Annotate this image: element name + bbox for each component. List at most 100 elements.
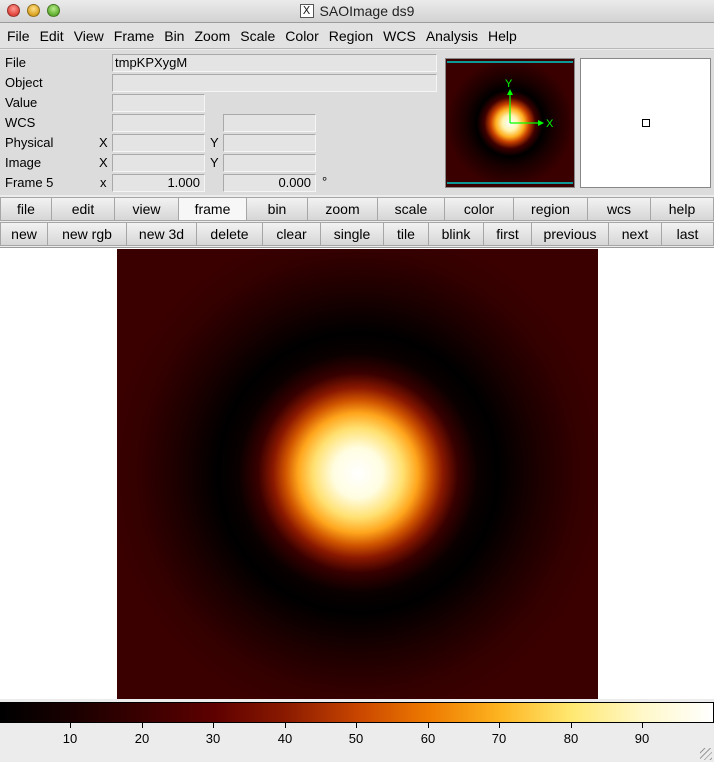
colorbar-tick <box>285 723 286 728</box>
panner-y-label: Y <box>505 78 513 90</box>
menu-help[interactable]: Help <box>487 27 517 44</box>
menu-zoom[interactable]: Zoom <box>194 27 231 44</box>
colorbar-tick <box>213 723 214 728</box>
zoom-field: 1.000 <box>112 174 205 192</box>
btn-region[interactable]: region <box>514 197 588 221</box>
colorbar-tick <box>428 723 429 728</box>
physical-y-field <box>223 134 316 152</box>
menu-scale[interactable]: Scale <box>240 27 276 44</box>
wcs-y-field <box>223 114 316 132</box>
x11-icon: X <box>299 4 314 18</box>
image-label: Image <box>5 155 42 170</box>
physical-x-field <box>112 134 205 152</box>
menu-region[interactable]: Region <box>328 27 374 44</box>
menu-file[interactable]: File <box>7 27 30 44</box>
file-label: File <box>5 55 26 70</box>
physical-x-label: X <box>99 135 108 150</box>
menu-frame[interactable]: Frame <box>113 27 155 44</box>
btn-file[interactable]: file <box>0 197 52 221</box>
file-field: tmpKPXygM <box>112 54 437 72</box>
menu-wcs[interactable]: WCS <box>383 27 416 44</box>
degree-symbol: ° <box>322 174 328 189</box>
btn-scale[interactable]: scale <box>378 197 445 221</box>
btn-last[interactable]: last <box>662 222 714 246</box>
object-field <box>112 74 437 92</box>
colorbar-tick-label: 70 <box>491 731 507 746</box>
btn-new[interactable]: new <box>0 222 48 246</box>
image-y-field <box>223 154 316 172</box>
colorbar-scale: 10 20 30 40 50 60 70 80 90 <box>0 723 714 762</box>
colorbar-tick <box>142 723 143 728</box>
btn-clear[interactable]: clear <box>263 222 321 246</box>
frame-button-bar: new new rgb new 3d delete clear single t… <box>0 222 714 246</box>
colorbar-tick-label: 30 <box>205 731 221 746</box>
magnifier-view <box>580 58 711 188</box>
main-image[interactable] <box>117 249 598 699</box>
frame-label: Frame 5 <box>5 175 54 190</box>
minimize-window-button[interactable] <box>27 4 40 17</box>
colorbar-tick-label: 50 <box>348 731 364 746</box>
panner-x-arrow-icon <box>538 120 544 126</box>
zoom-x-label: x <box>100 175 107 190</box>
btn-single[interactable]: single <box>321 222 384 246</box>
zoom-window-button[interactable] <box>47 4 60 17</box>
btn-delete[interactable]: delete <box>197 222 263 246</box>
image-canvas[interactable] <box>0 247 714 699</box>
window-title-group: X SAOImage ds9 <box>299 3 415 19</box>
btn-view[interactable]: view <box>115 197 179 221</box>
btn-frame[interactable]: frame <box>179 197 247 221</box>
colorbar-tick <box>356 723 357 728</box>
colorbar-tick <box>642 723 643 728</box>
btn-new-3d[interactable]: new 3d <box>127 222 197 246</box>
btn-bin[interactable]: bin <box>247 197 308 221</box>
menu-analysis[interactable]: Analysis <box>425 27 478 44</box>
window-controls <box>7 4 60 17</box>
menu-color[interactable]: Color <box>285 27 319 44</box>
resize-grip-icon[interactable] <box>700 748 712 760</box>
main-button-bar: file edit view frame bin zoom scale colo… <box>0 197 714 221</box>
colorbar[interactable] <box>0 702 714 723</box>
info-panel: File tmpKPXygM Object Value WCS Physical… <box>0 50 714 195</box>
physical-label: Physical <box>5 135 54 150</box>
panner-x-label: X <box>546 118 554 130</box>
wcs-label: WCS <box>5 115 36 130</box>
colorbar-tick-label: 80 <box>563 731 579 746</box>
btn-previous[interactable]: previous <box>532 222 609 246</box>
object-label: Object <box>5 75 43 90</box>
menu-view[interactable]: View <box>73 27 104 44</box>
wcs-x-field <box>112 114 205 132</box>
btn-wcs[interactable]: wcs <box>588 197 651 221</box>
image-y-label: Y <box>210 155 219 170</box>
btn-next[interactable]: next <box>609 222 662 246</box>
panner-view[interactable]: X Y <box>445 58 575 188</box>
colorbar-tick-label: 90 <box>634 731 650 746</box>
btn-help[interactable]: help <box>651 197 714 221</box>
magnifier-cursor <box>642 119 650 127</box>
btn-tile[interactable]: tile <box>384 222 429 246</box>
image-x-field <box>112 154 205 172</box>
colorbar-tick-label: 40 <box>277 731 293 746</box>
btn-color[interactable]: color <box>445 197 514 221</box>
colorbar-tick-label: 20 <box>134 731 150 746</box>
close-window-button[interactable] <box>7 4 20 17</box>
btn-first[interactable]: first <box>484 222 532 246</box>
menu-bin[interactable]: Bin <box>164 27 185 44</box>
colorbar-tick <box>70 723 71 728</box>
angle-field: 0.000 <box>223 174 316 192</box>
value-label: Value <box>5 95 38 110</box>
panner-y-arrow-icon <box>507 89 513 95</box>
colorbar-tick <box>499 723 500 728</box>
btn-new-rgb[interactable]: new rgb <box>48 222 127 246</box>
btn-edit[interactable]: edit <box>52 197 115 221</box>
gaussian-image <box>117 249 598 699</box>
menu-edit[interactable]: Edit <box>39 27 64 44</box>
title-bar: X SAOImage ds9 <box>0 0 714 23</box>
window-title: SAOImage ds9 <box>319 3 415 19</box>
menu-bar: File Edit View Frame Bin Zoom Scale Colo… <box>0 23 714 49</box>
colorbar-tick-label: 60 <box>420 731 436 746</box>
image-x-label: X <box>99 155 108 170</box>
value-field <box>112 94 205 112</box>
btn-zoom[interactable]: zoom <box>308 197 378 221</box>
panner-image: X Y <box>446 59 574 187</box>
btn-blink[interactable]: blink <box>429 222 484 246</box>
